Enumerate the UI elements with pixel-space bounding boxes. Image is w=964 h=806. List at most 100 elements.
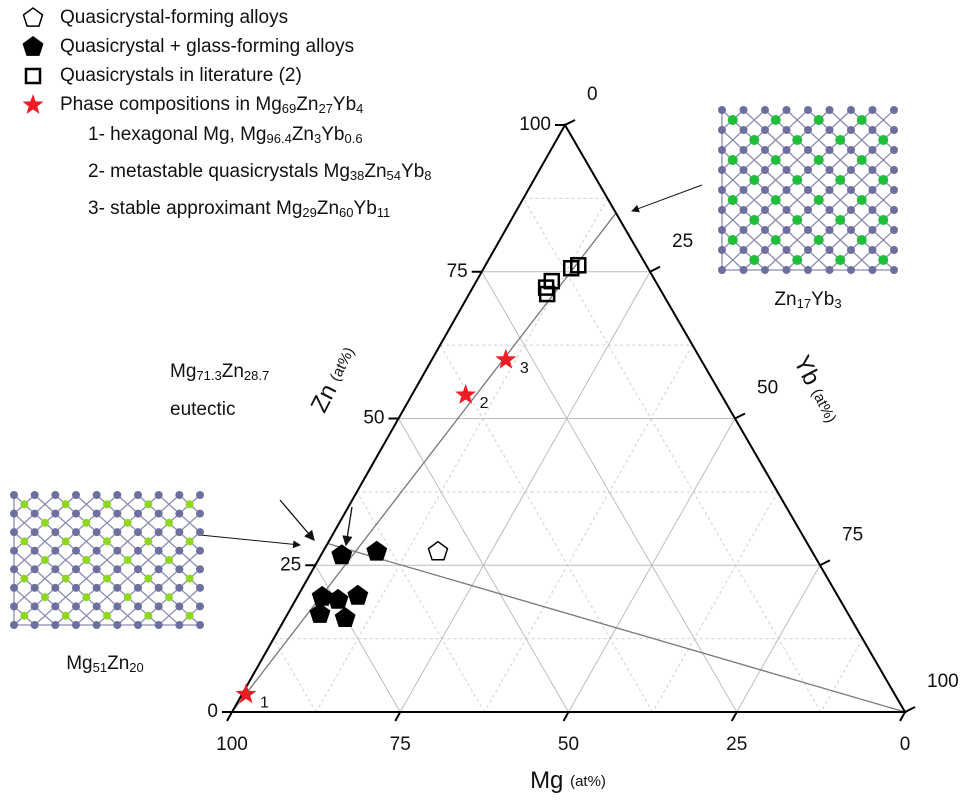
atom xyxy=(814,115,824,125)
atom xyxy=(761,126,769,134)
atom xyxy=(175,528,183,536)
atom xyxy=(155,621,163,629)
atom xyxy=(749,255,759,265)
atom xyxy=(103,500,111,508)
labels: Mg71.3​Zn28.7​ eutectic Zn17​Yb3​ Mg51​Z… xyxy=(66,84,958,794)
atom xyxy=(113,547,121,555)
atom xyxy=(761,106,769,114)
atom xyxy=(826,226,834,234)
atom xyxy=(41,519,49,527)
atom xyxy=(826,266,834,274)
atom xyxy=(155,584,163,592)
atom xyxy=(857,235,867,245)
atom xyxy=(51,491,59,499)
phase-description: 1- hexagonal Mg, Mg96.4​Zn3​Yb0.6​ xyxy=(88,124,363,146)
tie-lines xyxy=(232,213,905,712)
atom xyxy=(847,186,855,194)
atom xyxy=(196,491,204,499)
atom xyxy=(196,602,204,610)
atom xyxy=(814,155,824,165)
atom xyxy=(749,175,759,185)
atom xyxy=(113,491,121,499)
atom xyxy=(740,226,748,234)
atom xyxy=(10,547,18,555)
atom xyxy=(869,266,877,274)
atom xyxy=(761,166,769,174)
atom xyxy=(804,226,812,234)
atom xyxy=(144,575,152,583)
atom xyxy=(134,565,142,573)
atom xyxy=(41,593,49,601)
atom xyxy=(718,146,726,154)
atom xyxy=(783,126,791,134)
atom xyxy=(93,547,101,555)
structure-label: Mg51​Zn20​ xyxy=(66,653,144,675)
atom xyxy=(144,500,152,508)
atom xyxy=(51,584,59,592)
atom xyxy=(155,510,163,518)
axis-title: Mg (at%) xyxy=(530,767,606,794)
atom xyxy=(144,612,152,620)
tick-mark xyxy=(650,267,660,272)
atom xyxy=(155,547,163,555)
atom xyxy=(175,510,183,518)
atom xyxy=(878,255,888,265)
atom xyxy=(113,621,121,629)
tick-mark xyxy=(820,560,830,565)
atom xyxy=(835,255,845,265)
arrow xyxy=(346,507,352,545)
atom xyxy=(155,602,163,610)
atom xyxy=(51,528,59,536)
atom xyxy=(890,146,898,154)
atom xyxy=(175,491,183,499)
chart: 123 Mg71.3​Zn28.7​ eutectic Zn17​Yb3​ Mg… xyxy=(0,0,964,806)
atom xyxy=(869,166,877,174)
atom xyxy=(20,612,28,620)
atom xyxy=(783,226,791,234)
atom xyxy=(847,166,855,174)
atom xyxy=(740,106,748,114)
atom xyxy=(134,621,142,629)
atom xyxy=(740,206,748,214)
tick-label: 100 xyxy=(519,114,551,135)
atom xyxy=(835,215,845,225)
atom xyxy=(113,602,121,610)
atom xyxy=(93,584,101,592)
atom xyxy=(761,186,769,194)
atom xyxy=(890,186,898,194)
atom xyxy=(51,565,59,573)
atom xyxy=(72,510,80,518)
atom xyxy=(51,547,59,555)
atom xyxy=(771,235,781,245)
atom xyxy=(10,565,18,573)
atom xyxy=(10,491,18,499)
atom xyxy=(728,115,738,125)
atom xyxy=(31,565,39,573)
atom xyxy=(10,528,18,536)
atom xyxy=(103,612,111,620)
atom xyxy=(847,226,855,234)
atom xyxy=(783,106,791,114)
atom xyxy=(134,602,142,610)
marker xyxy=(24,8,43,26)
minor-grid-line xyxy=(484,345,692,712)
legend-label: Quasicrystal-forming alloys xyxy=(60,7,288,28)
atom xyxy=(718,226,726,234)
atom xyxy=(761,266,769,274)
atom xyxy=(62,612,70,620)
atom xyxy=(857,195,867,205)
tick-label: 75 xyxy=(447,261,468,282)
atom xyxy=(10,621,18,629)
atom xyxy=(31,547,39,555)
atom xyxy=(761,206,769,214)
marker xyxy=(23,94,44,114)
atom xyxy=(783,206,791,214)
atom xyxy=(175,584,183,592)
tick-label: 100 xyxy=(216,734,248,755)
atom xyxy=(175,547,183,555)
atom xyxy=(804,126,812,134)
atom xyxy=(196,510,204,518)
atom xyxy=(165,593,173,601)
atom xyxy=(761,146,769,154)
atom xyxy=(890,166,898,174)
